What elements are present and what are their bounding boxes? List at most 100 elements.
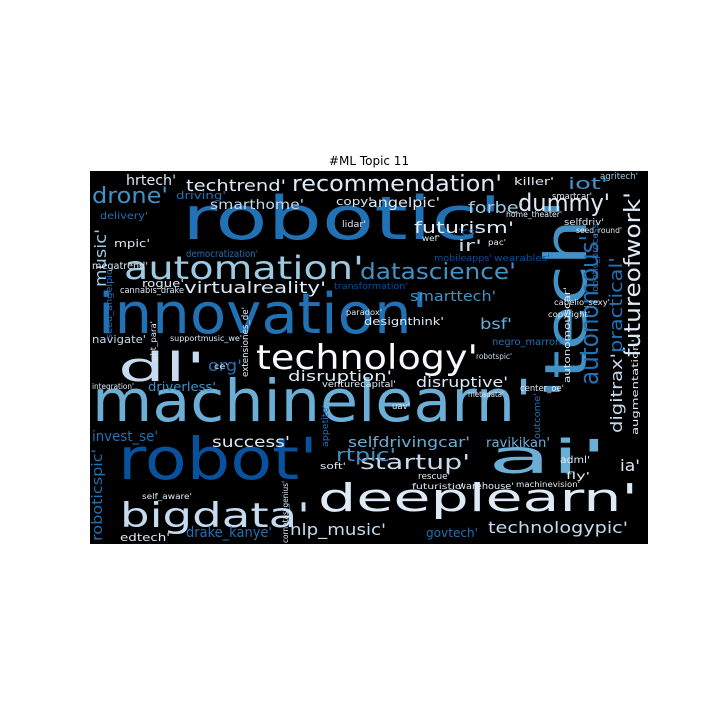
word-5: 'tech' (532, 199, 600, 399)
word-25: disruptive' (416, 375, 508, 391)
word-26: disruption' (288, 369, 392, 385)
word-53: copy' (336, 195, 372, 208)
word-57: cannabis_drake (120, 286, 184, 296)
word-30: music' (91, 229, 110, 287)
word-41: mpic' (114, 237, 150, 250)
word-88: appetite' (321, 405, 331, 447)
word-63: smartcar' (552, 192, 592, 202)
word-86: center_oe' (520, 384, 564, 394)
word-6: ai' (488, 430, 608, 484)
word-38: org' (208, 356, 242, 375)
word-32: angelpic' (368, 196, 440, 211)
word-14: datascience' (360, 260, 516, 285)
word-7: technology' (256, 338, 478, 378)
word-54: driving' (176, 189, 226, 202)
word-18: practical' (606, 257, 627, 353)
word-70: pac' (488, 238, 506, 247)
word-44: drake_kanye' (186, 525, 272, 541)
word-51: navigate' (92, 333, 146, 346)
word-33: rtpic' (336, 445, 396, 466)
word-60: transformation' (334, 282, 408, 292)
word-85: robotspic' (476, 352, 512, 361)
word-13: futureofwork' (621, 192, 646, 357)
word-61: mobileapps' (434, 254, 492, 264)
word-45: roboticspic' (90, 449, 106, 541)
word-82: venturecapital' (322, 380, 396, 390)
word-89: soft' (320, 462, 346, 472)
word-96: warehouse' (458, 482, 514, 492)
word-93: adml' (560, 455, 590, 466)
word-12: autonomous' (575, 235, 605, 385)
word-59: seed_angelpic' (105, 267, 115, 339)
word-20: virtualreality' (184, 278, 326, 297)
word-94: fly' (566, 471, 590, 482)
word-49: ravikikan' (486, 436, 550, 451)
word-4: deeplearn' (318, 476, 638, 520)
word-77: augmentation' (631, 339, 641, 435)
word-91: cornetas_genius' (281, 481, 290, 543)
word-78: extensiones_de' (241, 307, 251, 377)
word-39: smarttech' (410, 289, 496, 305)
word-65: home_theater' (506, 210, 562, 219)
word-3: robot' (118, 425, 318, 493)
word-56: megatrend' (92, 261, 148, 272)
word-35: ia' (620, 456, 640, 475)
word-10: automation' (124, 249, 364, 287)
word-15: startup' (360, 450, 470, 474)
word-42: rogue' (142, 277, 184, 290)
word-22: technologypic' (488, 518, 628, 537)
word-99: 'cs' (458, 227, 478, 238)
word-83: uav' (392, 402, 410, 412)
word-92: outcome' (533, 393, 543, 439)
word-1: innovation' (98, 282, 428, 347)
chart-title: #ML Topic 11 (328, 154, 410, 168)
word-16: dummy' (518, 189, 610, 217)
word-24: success' (212, 433, 290, 451)
word-79: supportmusic_we' (170, 334, 242, 343)
word-95: rescue' (418, 472, 450, 482)
word-19: techtrend' (186, 176, 286, 195)
word-74: robotic_process' (591, 221, 601, 295)
word-31: smarthome' (210, 198, 304, 213)
word-84: integration' (92, 382, 134, 391)
word-9: bigdata' (120, 496, 310, 536)
word-cloud: machinelearn' innovation' robotic' robot' de… (90, 171, 648, 544)
word-40: hrtech' (126, 173, 176, 189)
word-23: nlp_music' (290, 520, 386, 540)
word-68: lidar' (342, 220, 366, 230)
word-73: copyright' (548, 310, 590, 319)
word-64: agritech' (600, 172, 638, 182)
word-75: negro_marron' (492, 337, 564, 348)
word-8: dl' (118, 345, 206, 391)
word-69: wef' (422, 234, 440, 243)
word-76: autonomouscar' (563, 287, 573, 383)
word-52: killer' (514, 175, 554, 188)
word-66: selfdriv' (564, 218, 604, 228)
word-29: iot' (568, 174, 608, 193)
word-97: machinevision' (516, 480, 580, 489)
word-80: ght_para' (149, 321, 158, 361)
word-11: recommendation' (292, 172, 502, 197)
word-43: invest_se' (92, 429, 158, 445)
word-17: drone' (92, 184, 168, 209)
word-71: paradox' (346, 308, 382, 317)
word-87: metadata' (468, 390, 504, 399)
word-21: futurism' (414, 218, 514, 237)
word-46: edtech' (120, 531, 170, 544)
word-58: democratization' (186, 249, 258, 260)
word-67: seed_round' (576, 226, 622, 235)
word-34: digitrax' (607, 353, 626, 433)
word-98: futuristic' (412, 482, 464, 491)
word-36: ir' (458, 236, 482, 255)
word-50: driverless' (148, 380, 216, 394)
word-72: cabelio_sexy' (554, 298, 610, 307)
word-55: delivery' (100, 211, 148, 222)
word-2: robotic' (182, 184, 502, 254)
word-37: bsf' (480, 315, 512, 333)
word-90: self_aware' (142, 492, 192, 501)
word-62: wearables' (494, 254, 550, 264)
word-48: govtech' (426, 526, 478, 540)
word-47: designthink' (364, 315, 444, 328)
word-81: ce' (214, 362, 228, 371)
word-0: machinelearn' (92, 367, 532, 435)
